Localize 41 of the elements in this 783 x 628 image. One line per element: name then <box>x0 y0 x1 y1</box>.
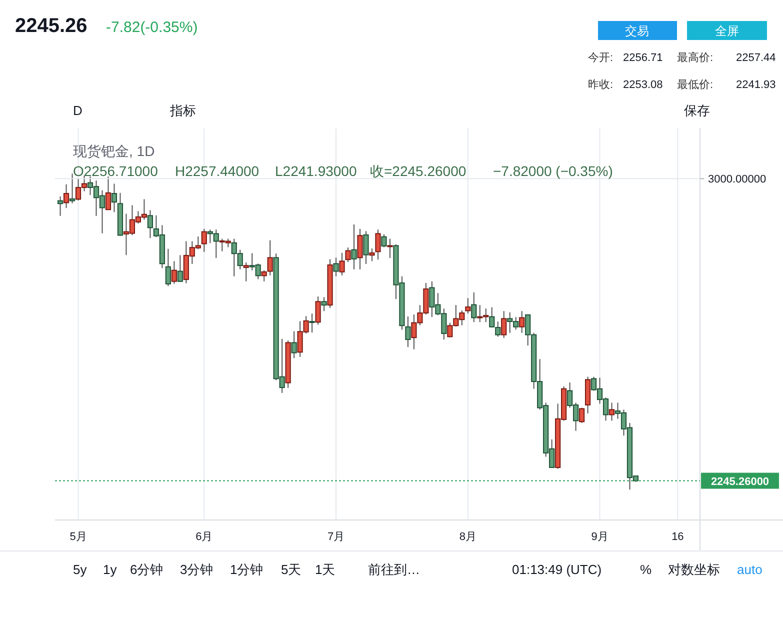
annotation: −7.82000 (−0.35%) <box>493 163 613 179</box>
text: 1y <box>103 562 118 577</box>
x-tick-label: 9月 <box>591 531 608 543</box>
text: 今开: <box>588 52 614 64</box>
chart-title: 现货钯金, 1D <box>73 143 155 159</box>
text: 2245.26 <box>15 15 88 37</box>
text: 3000.00000 <box>708 174 766 186</box>
annotation: 收=2245.26000 <box>370 163 466 179</box>
text: 2245.26000 <box>710 476 770 488</box>
text: 保存 <box>684 103 710 118</box>
text: 2257.44 <box>736 52 776 64</box>
text: 2241.93 <box>736 79 776 91</box>
text: 2253.08 <box>623 79 663 91</box>
text: auto <box>737 562 762 577</box>
text: -7.82(-0.35%) <box>106 19 198 36</box>
annotation: L2241.93000 <box>275 163 357 179</box>
text: 对数坐标 <box>668 562 720 577</box>
text: 1天 <box>315 562 336 577</box>
text: 前往到… <box>368 562 420 577</box>
text: D <box>73 103 82 118</box>
annotation: H2257.44000 <box>175 163 260 179</box>
text: 6分钟 <box>130 562 164 577</box>
x-tick-label: 5月 <box>70 531 87 543</box>
x-tick-label: 7月 <box>327 531 345 543</box>
text: 最高价: <box>677 51 714 64</box>
text: 01:13:49 (UTC) <box>512 562 602 577</box>
x-tick-label: 6月 <box>196 531 213 543</box>
text: 2256.71 <box>623 52 663 64</box>
text: 5天 <box>281 562 302 577</box>
annotation: O2256.71000 <box>73 163 158 179</box>
x-tick-label: 16 <box>672 531 684 543</box>
text: % <box>640 562 652 577</box>
text: 1分钟 <box>230 562 264 577</box>
x-tick-label: 8月 <box>459 531 476 543</box>
text: 3分钟 <box>180 562 214 577</box>
text: 指标 <box>169 103 196 118</box>
text: 最低价: <box>677 79 714 91</box>
text: 全屏 <box>715 24 739 38</box>
text: 昨收: <box>588 79 614 91</box>
text: 5y <box>73 562 88 577</box>
text: 交易 <box>625 24 649 38</box>
